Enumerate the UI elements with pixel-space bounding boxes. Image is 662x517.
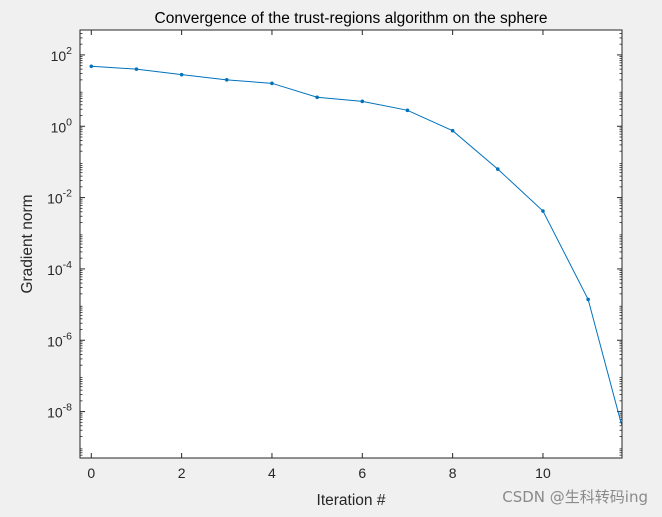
data-point <box>541 209 545 213</box>
y-tick-label-exponent: -6 <box>63 330 72 342</box>
data-point <box>89 64 94 69</box>
y-tick-label: 102 <box>51 45 73 64</box>
chart-title: Convergence of the trust-regions algorit… <box>155 10 548 27</box>
y-axis-label: Gradient norm <box>19 194 36 293</box>
y-tick-label: 10-4 <box>47 259 72 278</box>
data-point <box>270 81 274 86</box>
data-point <box>450 128 455 133</box>
y-tick-label: 10-6 <box>47 330 72 349</box>
data-point <box>405 108 410 113</box>
y-tick-label: 10-8 <box>47 402 72 421</box>
x-tick-label: 2 <box>178 465 186 481</box>
x-tick-label: 8 <box>449 465 457 481</box>
y-tick-label-base: 10 <box>51 48 67 64</box>
y-tick-label: 100 <box>51 116 73 135</box>
y-tick-label-base: 10 <box>47 262 63 278</box>
plot-area <box>79 29 623 459</box>
data-point <box>224 78 229 82</box>
y-tick-label-exponent: 0 <box>66 116 72 128</box>
data-point <box>179 72 184 77</box>
series-layer <box>89 64 622 429</box>
y-tick-label-exponent: -4 <box>63 259 72 271</box>
x-tick-label: 0 <box>87 465 95 481</box>
y-tick-label-exponent: -2 <box>63 188 72 200</box>
data-point <box>495 167 500 171</box>
x-tick-label: 10 <box>535 465 551 481</box>
x-tick-label: 6 <box>358 465 366 481</box>
y-tick-label-base: 10 <box>47 191 63 207</box>
data-point <box>134 67 139 71</box>
x-axis-label: Iteration # <box>317 492 386 509</box>
y-tick-label: 10-2 <box>47 188 72 207</box>
data-point <box>586 297 590 302</box>
data-point <box>315 95 319 100</box>
y-tick-label-base: 10 <box>51 119 67 135</box>
watermark: CSDN @生科转码ing <box>502 488 648 506</box>
y-tick-label-exponent: -8 <box>63 402 72 414</box>
data-point <box>360 99 365 104</box>
y-tick-label-base: 10 <box>47 333 63 349</box>
y-tick-label-base: 10 <box>47 405 63 421</box>
x-tick-label: 4 <box>268 465 276 481</box>
y-tick-label-exponent: 2 <box>66 45 72 57</box>
